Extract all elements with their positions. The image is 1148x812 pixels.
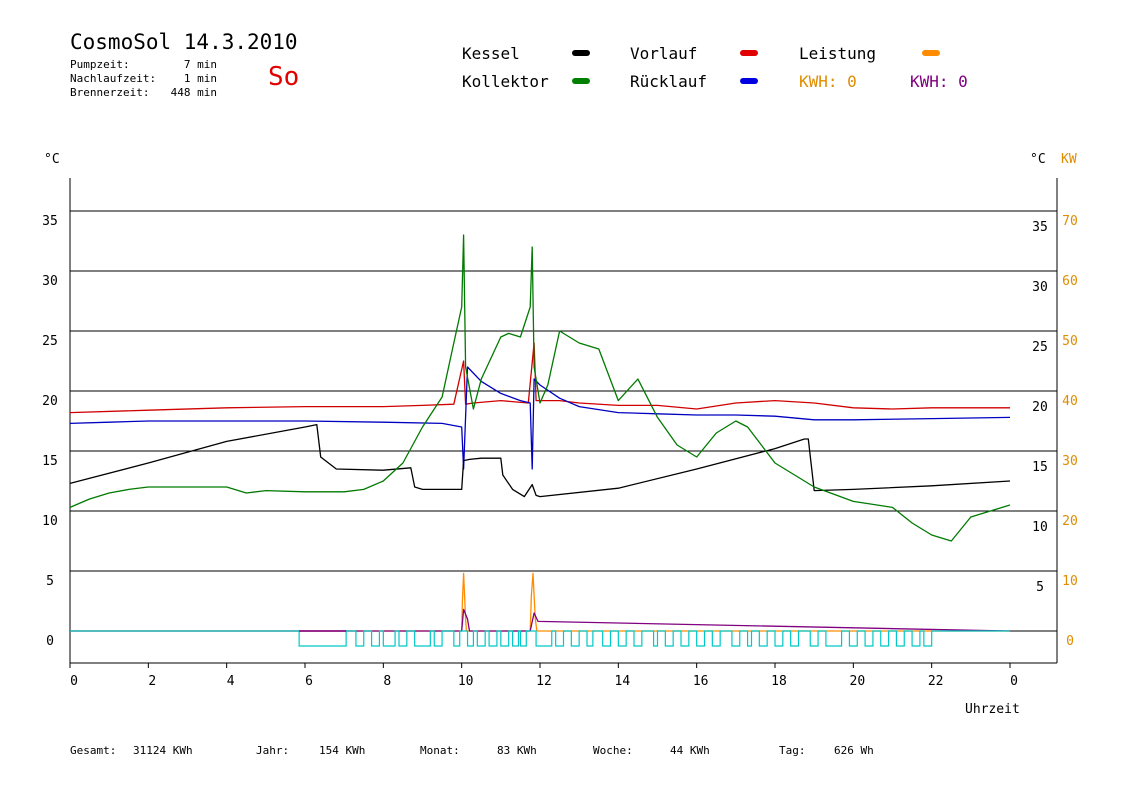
x-tick-label: 0 — [70, 674, 78, 689]
x-tick-label: 10 — [458, 674, 474, 689]
y-tick-label-kw: 40 — [1062, 394, 1078, 409]
series-kessel — [69, 423, 1011, 498]
footer-gesamt-value: 31124 KWh — [133, 744, 193, 757]
y-tick-label-kw: 70 — [1062, 214, 1078, 229]
footer-woche-value: 44 KWh — [670, 744, 710, 757]
x-tick-label: 16 — [693, 674, 709, 689]
y-tick-label-right: 35 — [1032, 220, 1048, 235]
footer-jahr-label: Jahr: — [256, 744, 290, 757]
x-tick-label: 18 — [771, 674, 787, 689]
legend-vorlauf-swatch — [740, 50, 758, 56]
y-tick-label-right: 30 — [1032, 280, 1048, 295]
right-axis-unit-kw: KW — [1061, 152, 1077, 167]
x-tick-label: 6 — [305, 674, 313, 689]
y-tick-label-kw: 10 — [1062, 574, 1078, 589]
day-label: So — [268, 62, 300, 92]
y-tick-label-kw: 20 — [1062, 514, 1078, 529]
x-tick-label: 2 — [148, 674, 156, 689]
kwh-orange-readout: KWH: 0 — [799, 72, 857, 91]
left-axis-unit: °C — [44, 152, 60, 167]
x-tick-label: 4 — [227, 674, 235, 689]
y-tick-label-right: 10 — [1032, 520, 1048, 535]
tick-labels: 0 2 4 6 8 10 12 14 16 18 20 22 0 0 5 10 15 20 25 30 35 5 10 15 2… — [42, 214, 1078, 689]
y-tick-label-kw: 30 — [1062, 454, 1078, 469]
y-tick-label-kw: 0 — [1066, 634, 1074, 649]
footer-tag-value: 626 Wh — [834, 744, 874, 757]
x-tick-label: 0 — [1010, 674, 1018, 689]
legend-leistung-swatch — [922, 50, 940, 56]
chart-title: CosmoSol 14.3.2010 — [70, 30, 298, 54]
legend-kollektor-label: Kollektor — [462, 72, 549, 91]
stat-label-pumpzeit: Pumpzeit: — [70, 58, 130, 71]
y-tick-label-right: 25 — [1032, 340, 1048, 355]
pump-activity — [70, 630, 1010, 647]
right-axis-unit: °C — [1030, 152, 1046, 167]
series-kollektor — [69, 234, 1011, 542]
y-tick-label-kw: 60 — [1062, 274, 1078, 289]
kwh-purple-readout: KWH: 0 — [910, 72, 968, 91]
y-tick-label-left: 30 — [42, 274, 58, 289]
y-tick-label-left: 10 — [42, 514, 58, 529]
stat-value-pumpzeit: 7 min — [183, 58, 217, 71]
x-axis-label: Uhrzeit — [965, 702, 1020, 717]
x-tick-label: 14 — [615, 674, 631, 689]
footer-tag-label: Tag: — [779, 744, 806, 757]
footer-gesamt-label: Gesamt: — [70, 744, 117, 757]
y-tick-label-right: 20 — [1032, 400, 1048, 415]
y-tick-label-left: 20 — [42, 394, 58, 409]
y-tick-label-kw: 50 — [1062, 334, 1078, 349]
series-vorlauf — [69, 342, 1010, 414]
y-tick-label-left: 35 — [42, 214, 58, 229]
y-tick-label-left: 25 — [42, 334, 58, 349]
x-tick-label: 8 — [383, 674, 391, 689]
legend-ruecklauf-swatch — [740, 78, 758, 84]
series-leistung — [70, 572, 1010, 632]
y-tick-label-right: 15 — [1032, 460, 1048, 475]
series-pumpe — [70, 608, 1011, 632]
y-tick-label-left: 5 — [46, 574, 54, 589]
legend-ruecklauf-label: Rücklauf — [630, 72, 708, 91]
y-tick-label-left: 0 — [46, 634, 54, 649]
y-tick-label-right: 5 — [1036, 580, 1044, 595]
x-tick-label: 20 — [850, 674, 866, 689]
stat-label-brennerzeit: Brennerzeit: — [70, 86, 150, 99]
footer-woche-label: Woche: — [593, 744, 633, 757]
grid — [69, 178, 1058, 668]
footer-jahr-value: 154 KWh — [319, 744, 366, 757]
x-tick-label: 12 — [536, 674, 552, 689]
legend-kessel-swatch — [572, 50, 590, 56]
stat-value-nachlaufzeit: 1 min — [183, 72, 217, 85]
legend-vorlauf-label: Vorlauf — [630, 44, 698, 63]
legend-kollektor-swatch — [572, 78, 590, 84]
y-tick-label-left: 15 — [42, 454, 58, 469]
pump-trace — [70, 630, 1010, 647]
footer-monat-value: 83 KWh — [497, 744, 537, 757]
series-rcklauf — [69, 366, 1011, 470]
stat-value-brennerzeit: 448 min — [170, 86, 217, 99]
legend-kessel-label: Kessel — [462, 44, 520, 63]
stat-label-nachlaufzeit: Nachlaufzeit: — [70, 72, 157, 85]
series-lines — [69, 234, 1011, 632]
legend-leistung-label: Leistung — [799, 44, 877, 63]
x-tick-label: 22 — [928, 674, 944, 689]
footer-monat-label: Monat: — [420, 744, 460, 757]
